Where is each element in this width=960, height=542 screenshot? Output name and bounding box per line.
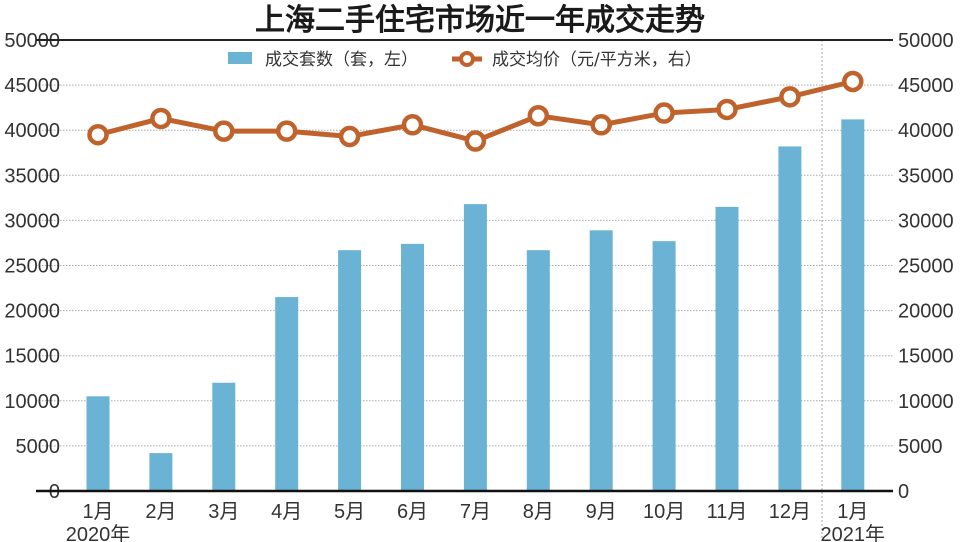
x-tick-label: 6月: [397, 501, 428, 523]
y-right-tick-label: 10000: [898, 391, 954, 413]
y-right-tick-label: 15000: [898, 346, 954, 368]
bar: [338, 250, 362, 491]
y-left-tick-label: 30000: [4, 210, 60, 232]
legend-line-label: 成交均价（元/平方米，右）: [492, 50, 702, 70]
y-right-tick-label: 20000: [898, 301, 954, 323]
price-point: [275, 120, 298, 142]
x-tick-label: 11月: [707, 501, 748, 523]
x-tick-label: 1月: [82, 501, 113, 523]
bars: [86, 119, 865, 491]
price-point: [87, 123, 109, 146]
y-left-tick-label: 40000: [4, 120, 60, 142]
bar: [463, 204, 487, 491]
bar: [526, 250, 550, 491]
x-tick-label: 8月: [523, 501, 554, 523]
bar: [275, 297, 299, 491]
bar: [841, 119, 865, 491]
y-left-tick-label: 35000: [4, 165, 60, 187]
y-left-tick-label: 25000: [4, 256, 60, 278]
y-left-tick-label: 15000: [4, 346, 60, 368]
price-point: [527, 105, 550, 127]
x-tick-label: 5月: [334, 501, 365, 523]
price-point: [653, 102, 675, 124]
y-left-tick-label: 10000: [4, 391, 60, 413]
legend-line-marker: [459, 51, 475, 67]
y-left-tick-label: 5000: [16, 436, 61, 458]
chart-title: 上海二手住宅市场近一年成交走势: [255, 3, 705, 38]
price-point: [150, 107, 172, 130]
bar: [715, 206, 739, 491]
x-tick-label: 1月: [837, 501, 868, 523]
y-right-tick-label: 40000: [898, 120, 954, 142]
y-right-tick-label: 35000: [898, 165, 954, 187]
y-right-tick-label: 25000: [898, 256, 954, 278]
legend: 成交套数（套，左） 成交均价（元/平方米，右）: [228, 50, 702, 70]
bar: [401, 243, 424, 491]
price-point: [338, 125, 361, 148]
price-point: [842, 70, 864, 93]
axes: 0 5000 10000 15000 20000 25000 30000 35000 40000…: [4, 30, 953, 542]
price-point: [590, 114, 612, 136]
y-right-tick-label: 5000: [898, 436, 943, 458]
legend-bar-label: 成交套数（套，左）: [265, 50, 418, 70]
y-right-tick-label: 30000: [898, 210, 954, 232]
bar: [652, 241, 676, 491]
bar: [589, 230, 613, 491]
x-tick-label: 7月: [460, 501, 491, 523]
bar: [778, 146, 802, 491]
x-tick-label: 10月: [643, 501, 685, 523]
y-right-tick-label: 45000: [898, 75, 954, 97]
y-right-tick-label: 50000: [898, 30, 954, 52]
price-point: [716, 98, 738, 121]
bar: [86, 396, 110, 491]
legend-bar-swatch: [228, 52, 252, 64]
year-label: 2020年: [66, 523, 131, 542]
bar: [212, 382, 236, 491]
x-tick-label: 9月: [586, 501, 617, 523]
bar: [149, 453, 173, 491]
y-left-tick-label: 50000: [4, 30, 60, 52]
y-left-tick-label: 20000: [4, 301, 60, 323]
year-label: 2021年: [821, 523, 886, 542]
x-tick-label: 12月: [769, 501, 811, 523]
x-tick-label: 3月: [208, 501, 239, 523]
x-tick-label: 4月: [271, 501, 302, 523]
x-tick-label: 2月: [145, 501, 176, 523]
price-point: [464, 130, 487, 152]
price-point: [779, 86, 801, 108]
grid: [36, 40, 893, 540]
y-right-tick-label: 0: [898, 481, 909, 503]
y-left-tick-label: 45000: [4, 75, 60, 97]
price-line: [87, 70, 864, 152]
price-point: [213, 120, 235, 142]
price-point: [401, 114, 424, 136]
